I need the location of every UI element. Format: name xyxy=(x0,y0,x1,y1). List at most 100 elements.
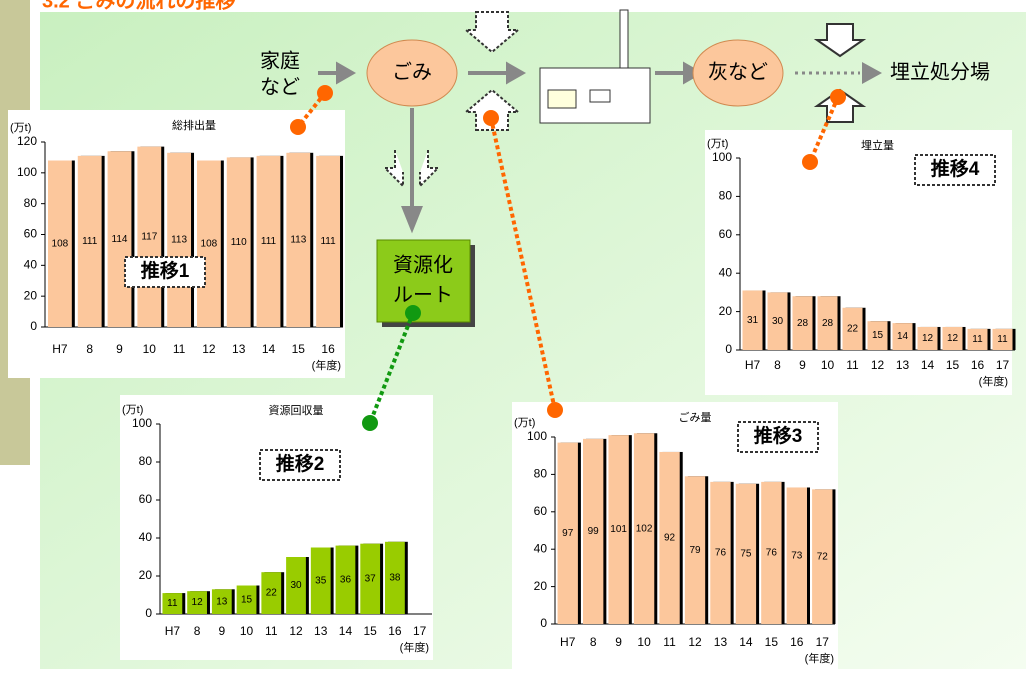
x-unit: (年度) xyxy=(805,651,834,665)
value-label: 11 xyxy=(997,334,1008,345)
y-unit: (万t) xyxy=(10,122,31,134)
y-tick-label: 60 xyxy=(24,227,38,241)
value-label: 22 xyxy=(847,324,859,335)
value-label: 75 xyxy=(740,549,752,560)
x-tick-label: 10 xyxy=(143,342,157,356)
value-label: 117 xyxy=(141,231,157,242)
x-tick-label: H7 xyxy=(165,624,181,638)
x-tick-label: 8 xyxy=(590,635,597,649)
household-label: など xyxy=(260,75,300,98)
bar xyxy=(659,451,680,624)
x-unit: (年度) xyxy=(312,358,341,372)
x-tick-label: 16 xyxy=(388,624,402,638)
x-tick-label: 14 xyxy=(339,624,353,638)
chart: 0 20 40 60 80 100 120(万t) (年度) 総排出量 H7 108 8 111 9 114… xyxy=(8,110,345,378)
bar xyxy=(583,438,604,624)
badge-box xyxy=(737,421,819,453)
bar xyxy=(735,483,757,624)
value-label: 92 xyxy=(664,533,676,544)
bar xyxy=(767,292,788,350)
x-tick-label: 11 xyxy=(173,342,186,356)
x-unit: (年度) xyxy=(400,640,429,654)
y-tick-label: 80 xyxy=(719,189,733,203)
bar xyxy=(633,433,655,624)
x-tick-label: H7 xyxy=(560,635,576,649)
y-tick-label: 20 xyxy=(24,288,38,302)
value-label: 12 xyxy=(947,333,959,344)
y-tick-label: 100 xyxy=(132,416,152,430)
value-label: 36 xyxy=(340,574,352,585)
value-label: 111 xyxy=(261,236,277,247)
bar xyxy=(226,157,251,327)
value-label: 102 xyxy=(636,523,653,534)
chart-panel xyxy=(120,395,433,660)
value-label: 15 xyxy=(872,330,884,341)
value-label: 30 xyxy=(772,316,784,327)
value-label: 108 xyxy=(201,238,218,249)
bar xyxy=(892,323,913,350)
value-label: 38 xyxy=(389,573,401,584)
bar xyxy=(867,321,888,350)
y-tick-label: 40 xyxy=(534,541,548,555)
bar xyxy=(286,557,306,614)
bar xyxy=(360,543,381,614)
chart-title: 資源回収量 xyxy=(269,403,324,417)
x-tick-label: 11 xyxy=(265,624,278,638)
bar xyxy=(967,328,988,350)
x-tick-label: 11 xyxy=(846,358,859,372)
x-tick-label: 15 xyxy=(292,342,306,356)
chart-title: 埋立量 xyxy=(861,138,894,152)
badge: 推移1 xyxy=(141,259,190,282)
y-tick-label: 40 xyxy=(24,258,38,272)
value-label: 76 xyxy=(715,548,727,559)
value-label: 72 xyxy=(817,551,829,562)
value-label: 76 xyxy=(766,548,778,559)
x-tick-label: 15 xyxy=(765,635,779,649)
x-tick-label: 14 xyxy=(739,635,753,649)
ash-node xyxy=(692,39,784,107)
x-tick-label: 13 xyxy=(314,624,328,638)
chart: 0 20 40 60 80 100(万t) (年度) 埋立量 H7 31 8 30 9 28 10 28 11 2… xyxy=(705,130,1015,395)
chart-title: ごみ量 xyxy=(679,410,712,424)
x-tick-label: 17 xyxy=(996,358,1010,372)
recycle-box xyxy=(376,239,471,323)
value-label: 28 xyxy=(822,318,834,329)
x-tick-label: 16 xyxy=(971,358,985,372)
value-label: 28 xyxy=(797,318,809,329)
x-tick-label: 13 xyxy=(232,342,246,356)
value-label: 113 xyxy=(290,235,306,246)
x-tick-label: 9 xyxy=(116,342,123,356)
value-label: 35 xyxy=(315,575,327,586)
x-tick-label: 12 xyxy=(871,358,885,372)
x-tick-label: 16 xyxy=(790,635,804,649)
bar xyxy=(385,541,405,614)
x-tick-label: 10 xyxy=(240,624,254,638)
y-tick-label: 0 xyxy=(145,606,152,620)
y-tick-label: 120 xyxy=(17,134,37,148)
x-tick-label: 17 xyxy=(413,624,427,638)
factory xyxy=(539,9,651,124)
x-tick-label: 13 xyxy=(714,635,728,649)
badge: 推移2 xyxy=(276,452,325,475)
value-label: 111 xyxy=(320,236,336,247)
bar xyxy=(812,489,833,624)
bar xyxy=(316,155,341,327)
y-tick-label: 60 xyxy=(719,227,733,241)
badge-box xyxy=(124,256,206,288)
value-label: 15 xyxy=(241,594,253,605)
x-tick-label: 10 xyxy=(821,358,835,372)
x-tick-label: 9 xyxy=(615,635,622,649)
x-tick-label: 16 xyxy=(321,342,335,356)
bar xyxy=(742,290,763,350)
y-tick-label: 40 xyxy=(139,530,153,544)
x-tick-label: 14 xyxy=(262,342,276,356)
chart: 020406080100(万t)(年度)ごみ量H7978999101101021… xyxy=(512,402,838,669)
badge-box xyxy=(259,449,341,481)
bar xyxy=(47,160,72,327)
landfill-label: 埋立処分場 xyxy=(890,60,990,83)
bar xyxy=(310,547,331,614)
badge: 推移3 xyxy=(754,424,803,447)
y-tick-label: 20 xyxy=(534,579,548,593)
x-tick-label: 8 xyxy=(194,624,201,638)
